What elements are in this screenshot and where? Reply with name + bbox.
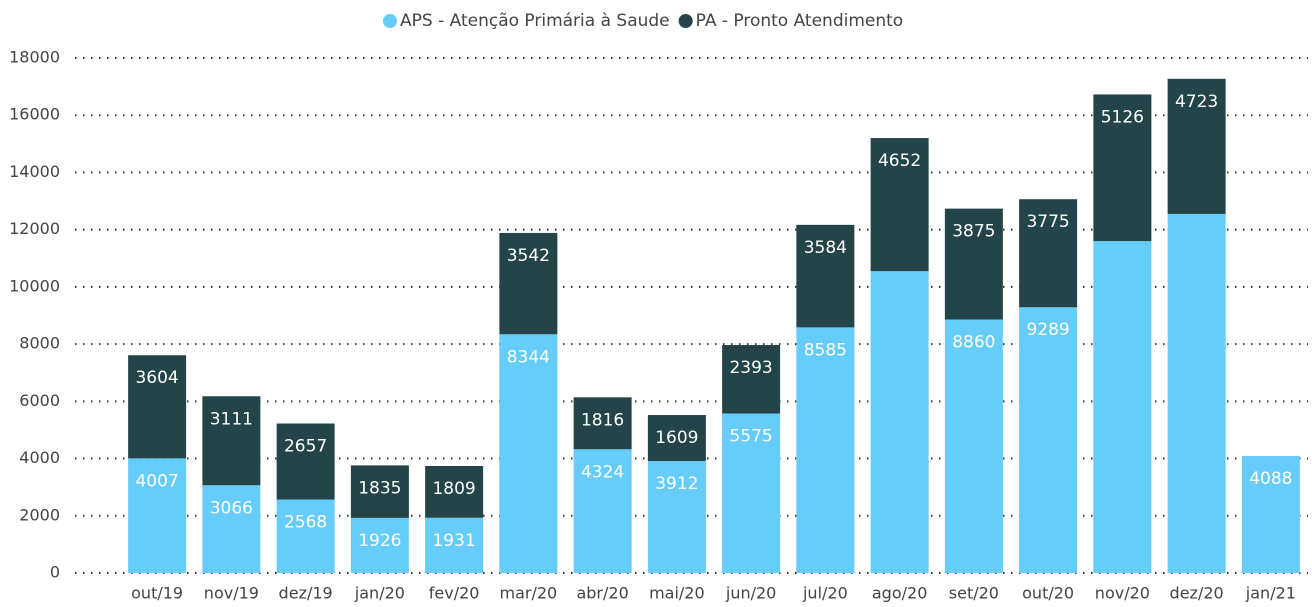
x-tick-label: jun/20	[725, 584, 776, 603]
data-label: 5126	[1101, 107, 1144, 127]
data-label: 3775	[1026, 212, 1069, 232]
bar-segment	[1019, 199, 1078, 308]
x-tick-label: jan/20	[354, 584, 405, 603]
y-tick-label: 10000	[9, 276, 60, 295]
x-tick-label: nov/20	[1095, 584, 1150, 603]
data-label: 2657	[284, 437, 327, 457]
data-label: 1926	[358, 531, 401, 551]
bar-segment	[425, 517, 484, 573]
x-tick-label: nov/19	[204, 584, 259, 603]
bar-segment	[647, 461, 706, 573]
data-label: 1931	[432, 531, 475, 551]
bar-segment	[128, 458, 187, 573]
bar-segment	[573, 397, 632, 450]
y-tick-label: 6000	[19, 391, 60, 410]
y-tick-label: 14000	[9, 162, 60, 181]
bar-segment	[1241, 456, 1300, 573]
data-label: 4652	[878, 151, 921, 171]
data-label: 1809	[432, 479, 475, 499]
data-label: 3604	[135, 368, 178, 388]
data-label: 1816	[581, 410, 624, 430]
bar-segment	[1167, 213, 1226, 574]
y-tick-label: 2000	[19, 505, 60, 524]
y-tick-label: 8000	[19, 334, 60, 353]
data-label: 4723	[1175, 92, 1218, 112]
bar-segment	[1019, 307, 1078, 573]
data-label: 8344	[507, 347, 550, 367]
legend-marker	[383, 14, 397, 28]
legend-label: PA - Pronto Atendimento	[696, 11, 904, 31]
bar-segment	[1167, 78, 1226, 214]
bar-segment	[1093, 94, 1152, 242]
data-label: 3066	[210, 498, 253, 518]
data-label: 4007	[135, 471, 178, 491]
data-label: 4324	[581, 462, 624, 482]
data-label: 1835	[358, 478, 401, 498]
bar-segment	[870, 271, 929, 573]
bar-segment	[276, 499, 335, 573]
data-label: 2393	[729, 358, 772, 378]
x-tick-label: out/20	[1022, 584, 1074, 603]
bar-segment	[573, 449, 632, 573]
x-tick-label: set/20	[949, 584, 999, 603]
bar-segment	[1093, 241, 1152, 573]
y-tick-label: 18000	[9, 48, 60, 67]
x-tick-label: mar/20	[500, 584, 558, 603]
y-tick-label: 16000	[9, 105, 60, 124]
x-tick-label: ago/20	[872, 584, 928, 603]
bar-segment	[350, 517, 409, 573]
x-tick-label: dez/19	[279, 584, 333, 603]
bar-segment	[722, 413, 781, 573]
x-tick-label: out/19	[131, 584, 183, 603]
bar-segment	[202, 396, 261, 486]
x-tick-label: mai/20	[649, 584, 705, 603]
data-label: 3912	[655, 474, 698, 494]
bar-segment	[128, 355, 187, 459]
bar-segment	[202, 485, 261, 573]
x-tick-label: fev/20	[429, 584, 480, 603]
data-label: 3111	[210, 409, 253, 429]
data-label: 4088	[1249, 469, 1292, 489]
data-label: 5575	[729, 426, 772, 446]
data-label: 8860	[952, 333, 995, 353]
data-label: 3584	[804, 238, 847, 258]
x-tick-label: abr/20	[576, 584, 628, 603]
bar-segment	[722, 345, 781, 414]
data-label: 3542	[507, 246, 550, 266]
y-tick-label: 0	[50, 563, 60, 582]
legend-label: APS - Atenção Primária à Saude	[400, 11, 670, 31]
data-label: 3875	[952, 222, 995, 242]
bar-segment	[944, 319, 1003, 573]
x-tick-label: dez/20	[1170, 584, 1224, 603]
data-label: 1609	[655, 428, 698, 448]
bar-segment	[796, 327, 855, 573]
bar-segment	[499, 334, 558, 573]
bar-segment	[647, 415, 706, 462]
bar-segment	[499, 232, 558, 335]
legend-marker	[678, 14, 693, 28]
bar-segment	[276, 423, 335, 500]
x-tick-label: jan/21	[1245, 584, 1296, 603]
data-label: 8585	[804, 340, 847, 360]
y-tick-label: 12000	[9, 219, 60, 238]
y-tick-label: 4000	[19, 448, 60, 467]
bar-segment	[350, 465, 409, 518]
bar-segment	[870, 138, 929, 272]
bar-segment	[796, 224, 855, 328]
data-label: 2568	[284, 513, 327, 533]
bar-segment	[425, 465, 484, 518]
data-label: 9289	[1026, 320, 1069, 340]
x-tick-label: jul/20	[802, 584, 848, 603]
bar-segment	[944, 208, 1003, 320]
